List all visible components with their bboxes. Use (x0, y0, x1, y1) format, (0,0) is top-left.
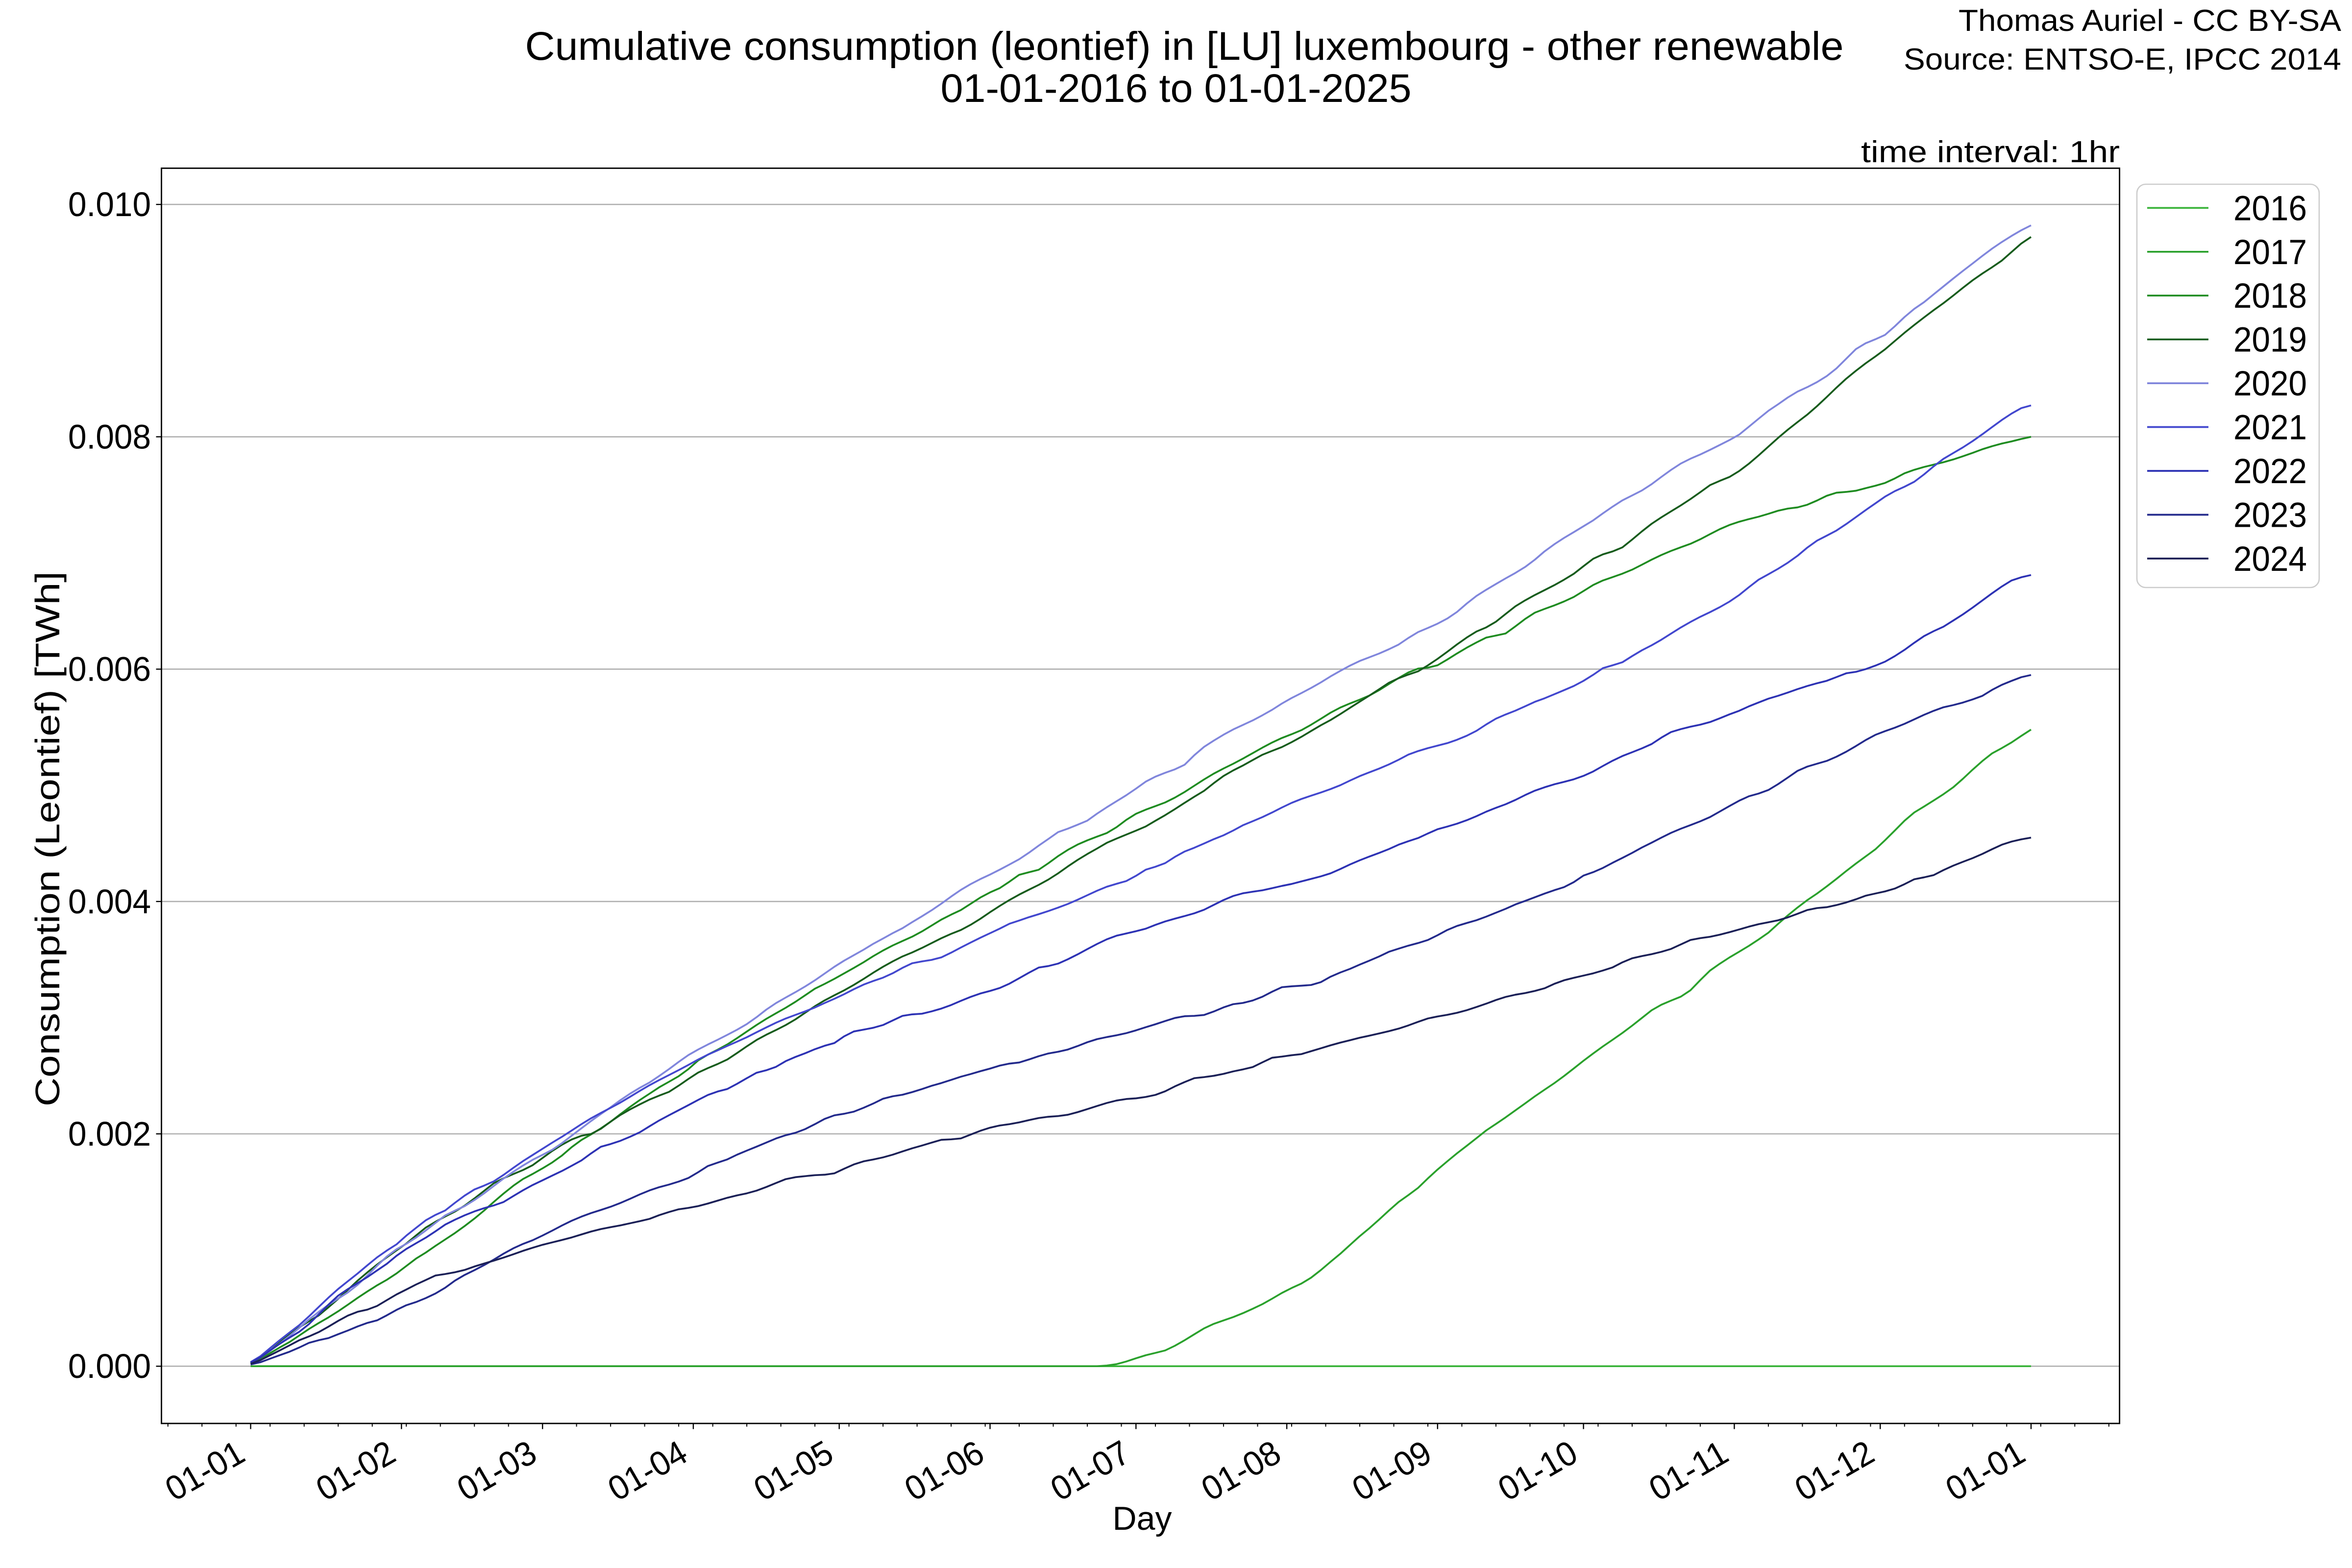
svg-text:Cumulative consumption (leonti: Cumulative consumption (leontief) in [LU… (525, 24, 1844, 69)
svg-text:0.004: 0.004 (68, 882, 151, 921)
svg-text:Thomas Auriel - CC BY-SA: Thomas Auriel - CC BY-SA (1959, 4, 2342, 38)
svg-text:0.002: 0.002 (68, 1115, 151, 1153)
svg-text:2022: 2022 (2233, 452, 2307, 491)
svg-text:time interval: 1hr: time interval: 1hr (1861, 135, 2120, 169)
svg-text:2024: 2024 (2233, 540, 2307, 579)
svg-text:2016: 2016 (2233, 189, 2307, 228)
svg-text:Source: ENTSO-E, IPCC 2014: Source: ENTSO-E, IPCC 2014 (1904, 43, 2341, 76)
svg-text:2017: 2017 (2233, 233, 2307, 272)
svg-text:2021: 2021 (2233, 409, 2307, 447)
svg-text:2018: 2018 (2233, 277, 2307, 316)
svg-text:0.006: 0.006 (68, 650, 151, 688)
svg-text:2020: 2020 (2233, 365, 2307, 403)
svg-text:2023: 2023 (2233, 496, 2307, 535)
svg-text:Consumption (Leontief) [TWh]: Consumption (Leontief) [TWh] (28, 571, 67, 1106)
svg-text:0.008: 0.008 (68, 417, 151, 456)
svg-text:Day: Day (1113, 1500, 1172, 1537)
svg-text:0.010: 0.010 (68, 185, 151, 223)
svg-text:01-01-2016 to 01-01-2025: 01-01-2016 to 01-01-2025 (941, 66, 1412, 111)
svg-text:0.000: 0.000 (68, 1347, 151, 1385)
svg-text:2019: 2019 (2233, 321, 2307, 360)
